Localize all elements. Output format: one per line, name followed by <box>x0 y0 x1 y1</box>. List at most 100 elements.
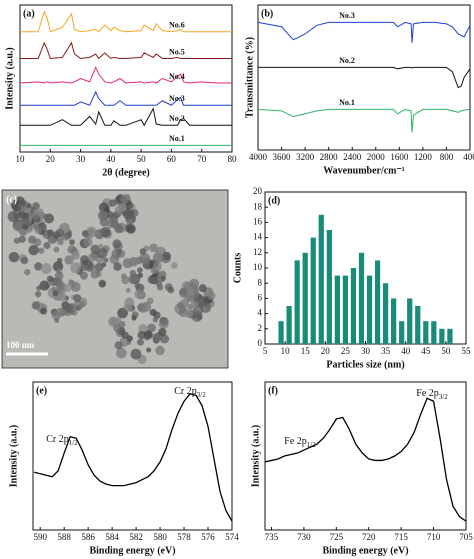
nanoparticle <box>83 237 93 247</box>
x-tick-label: 2400 <box>343 152 362 162</box>
x-tick-label: 25 <box>341 346 351 356</box>
annotation-text: Fe 2p <box>416 388 439 399</box>
bar <box>294 260 300 344</box>
x-tick-label: 70 <box>197 154 207 164</box>
nanoparticle <box>97 247 108 259</box>
series-label: No.1 <box>339 98 355 107</box>
x-tick-label: 1600 <box>390 152 409 162</box>
x-tick-label: 80 <box>228 154 238 164</box>
nanoparticle <box>124 297 135 308</box>
annotation-text: Fe 2p <box>284 436 307 447</box>
x-tick-label: 20 <box>46 154 56 164</box>
nanoparticle <box>19 200 27 207</box>
nanoparticle <box>40 307 48 315</box>
x-tick-label: 590 <box>33 532 47 542</box>
nanoparticle <box>108 199 117 207</box>
nanoparticle <box>64 303 74 313</box>
nanoparticle <box>75 305 82 312</box>
series-label: No.3 <box>339 11 355 20</box>
nanoparticle <box>20 256 29 265</box>
nanoparticle <box>155 345 165 356</box>
nanoparticle <box>15 205 21 211</box>
nanoparticle <box>40 263 52 275</box>
nanoparticle <box>126 218 133 226</box>
series-label: No.5 <box>169 47 185 56</box>
bar <box>366 275 373 344</box>
nanoparticle <box>27 235 37 244</box>
x-tick-label: 30 <box>361 346 371 356</box>
x-tick-label: 735 <box>265 532 279 542</box>
x-tick-label: 580 <box>153 532 167 542</box>
nanoparticle <box>121 273 127 280</box>
nanoparticle <box>34 226 42 234</box>
nanoparticle <box>156 280 163 287</box>
annotation-text: Cr 2p <box>46 434 69 445</box>
nanoparticle <box>150 276 158 284</box>
y-tick-label: 18 <box>253 201 263 211</box>
nanoparticle <box>130 348 142 360</box>
nanoparticle <box>178 287 189 298</box>
nanoparticle <box>149 308 157 316</box>
x-tick-label: 400 <box>463 152 474 162</box>
nanoparticle <box>200 302 212 313</box>
nanoparticle <box>38 247 45 254</box>
annotation-text: Cr 2p <box>174 386 197 397</box>
bar <box>399 321 405 344</box>
nanoparticle <box>97 243 104 250</box>
annotation: Cr 2p3/2 <box>174 386 206 398</box>
x-tick-label: 720 <box>362 532 376 542</box>
nanoparticle <box>137 302 148 313</box>
nanoparticle <box>162 251 171 261</box>
y-tick-label: 12 <box>253 247 262 257</box>
nanoparticle <box>129 269 136 277</box>
bar <box>415 306 421 344</box>
nanoparticle <box>147 323 156 333</box>
nanoparticle <box>111 248 122 259</box>
plot-frame <box>32 381 233 531</box>
bar <box>382 283 389 344</box>
y-tick-label: 16 <box>253 216 263 226</box>
y-axis-label: Intensity (a.u.) <box>8 425 19 488</box>
panel-label: (f) <box>268 385 278 396</box>
x-tick-label: 3600 <box>273 152 292 162</box>
nanoparticle <box>207 291 216 300</box>
nanoparticle <box>28 244 39 256</box>
annotation-subscript: 3/2 <box>197 391 206 399</box>
nanoparticle <box>191 310 203 322</box>
annotation-subscript: 1/2 <box>69 439 78 447</box>
x-tick-label: 730 <box>297 532 311 542</box>
y-tick-label: 14 <box>253 232 263 242</box>
y-axis-label: Counts <box>232 253 243 284</box>
plot-frame <box>257 4 471 151</box>
x-tick-label: 45 <box>421 346 431 356</box>
nanoparticle <box>152 261 162 271</box>
nanoparticle <box>114 206 123 214</box>
nanoparticle <box>98 279 107 288</box>
series-label: No.4 <box>169 72 185 81</box>
nanoparticle <box>141 257 149 265</box>
nanoparticle <box>112 323 121 332</box>
plot-frame <box>264 381 467 531</box>
x-tick-label: 588 <box>57 532 71 542</box>
x-tick-label: 10 <box>281 346 291 356</box>
nanoparticle <box>114 341 123 350</box>
nanoparticle <box>198 284 207 293</box>
nanoparticle <box>54 271 64 281</box>
panel-label: (a) <box>23 8 35 19</box>
bar <box>302 252 308 344</box>
data-line <box>20 107 232 127</box>
nanoparticle <box>53 246 60 253</box>
x-tick-label: 3200 <box>296 152 315 162</box>
y-tick-label: 10 <box>253 262 263 272</box>
x-tick-label: 710 <box>427 532 441 542</box>
nanoparticle <box>7 211 19 222</box>
annotation-subscript: 3/2 <box>439 393 448 401</box>
nanoparticle <box>137 331 146 340</box>
annotation: Fe 2p3/2 <box>416 388 448 400</box>
nanoparticle <box>116 347 127 359</box>
nanoparticle <box>97 210 108 221</box>
nanoparticle <box>64 255 74 265</box>
nanoparticle <box>55 307 66 318</box>
nanoparticle <box>167 286 175 294</box>
data-line <box>257 108 471 133</box>
